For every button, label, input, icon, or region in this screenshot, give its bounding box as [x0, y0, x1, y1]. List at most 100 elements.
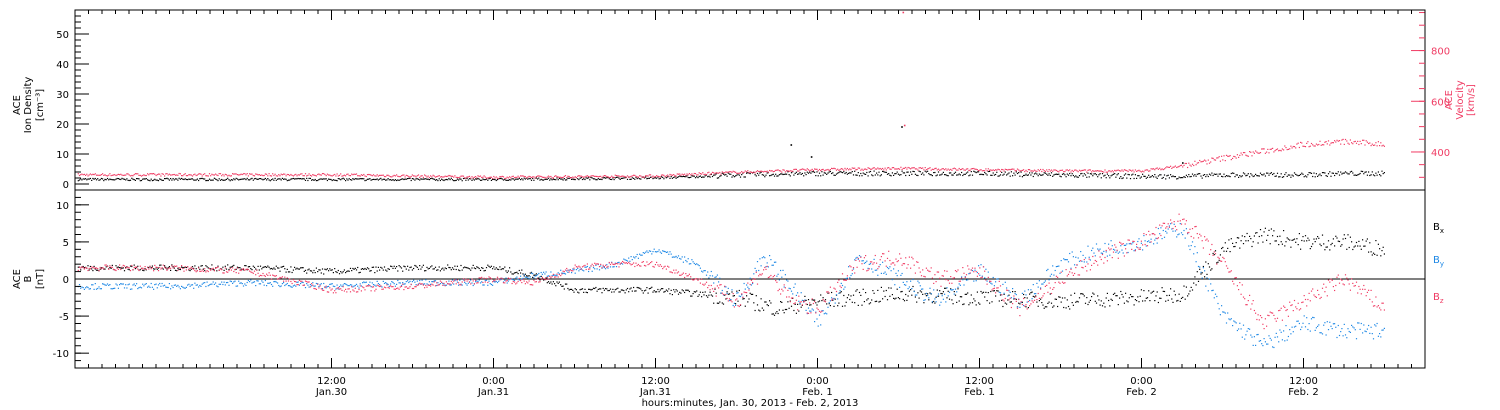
bz-point: [270, 278, 273, 280]
density-point: [549, 179, 551, 181]
bx-point: [1233, 246, 1235, 248]
by-point: [793, 286, 795, 288]
bz-point: [704, 283, 706, 285]
by-point: [652, 251, 654, 253]
by-point: [817, 325, 819, 327]
by-point: [320, 283, 322, 285]
density-point: [880, 174, 882, 176]
density-point: [176, 178, 178, 180]
by-point: [262, 281, 264, 283]
bz-point: [526, 281, 528, 283]
by-point: [630, 256, 632, 258]
bx-point: [1030, 292, 1032, 294]
by-point: [496, 281, 499, 284]
velocity-point: [1024, 171, 1026, 173]
density-point: [227, 177, 229, 179]
by-point: [414, 281, 416, 283]
velocity-point: [725, 171, 727, 173]
bx-point: [332, 272, 334, 274]
by-point: [532, 273, 534, 275]
density-point: [495, 179, 497, 182]
velocity-point: [286, 173, 288, 176]
bx-point: [321, 268, 324, 270]
bx-point: [255, 268, 257, 270]
velocity-point: [123, 174, 126, 176]
by-point: [451, 279, 454, 281]
bz-point: [241, 268, 243, 270]
by-point: [1310, 318, 1313, 320]
velocity-point: [1112, 171, 1115, 173]
density-point: [268, 179, 270, 181]
bx-point: [266, 266, 268, 268]
density-point: [1353, 174, 1355, 176]
bx-point: [171, 264, 173, 266]
velocity-point: [245, 174, 247, 176]
velocity-point: [1036, 170, 1038, 172]
velocity-point: [1195, 164, 1197, 166]
bx-point: [1246, 232, 1248, 235]
by-point: [313, 285, 315, 287]
velocity-point: [646, 175, 648, 177]
by-point: [162, 285, 164, 287]
density-point: [1264, 175, 1266, 177]
velocity-point: [843, 169, 845, 171]
by-point: [680, 258, 682, 260]
by-point: [1255, 344, 1257, 346]
velocity-point: [756, 170, 759, 172]
by-point: [1095, 243, 1098, 245]
density-point: [362, 178, 364, 180]
by-point: [217, 286, 219, 288]
by-point: [1213, 297, 1215, 299]
by-point: [170, 288, 172, 290]
bz-point: [484, 281, 486, 283]
density-point: [1236, 174, 1238, 176]
velocity-point: [207, 175, 209, 177]
velocity-point: [445, 175, 447, 178]
density-point: [1325, 175, 1327, 177]
bx-point: [1050, 302, 1053, 304]
by-point: [386, 283, 388, 285]
by-point: [1292, 331, 1294, 333]
by-point: [609, 266, 612, 268]
bx-point: [182, 266, 184, 269]
bx-point: [946, 297, 948, 299]
bx-point: [642, 292, 644, 294]
density-point: [160, 178, 162, 181]
velocity-point: [1224, 160, 1226, 162]
density-point: [863, 173, 865, 175]
velocity-point: [1327, 140, 1330, 142]
velocity-point: [1278, 150, 1280, 152]
by-point: [867, 267, 869, 269]
peak-point: [1182, 162, 1184, 164]
by-point: [530, 272, 533, 274]
density-point: [385, 179, 387, 181]
velocity-point: [549, 176, 551, 178]
density-point: [295, 178, 297, 180]
velocity-point: [658, 176, 660, 178]
velocity-point: [85, 174, 87, 176]
by-point: [207, 285, 209, 287]
bz-point: [432, 284, 434, 286]
velocity-point: [1155, 167, 1157, 170]
bz-point: [635, 262, 637, 264]
bx-point: [653, 290, 655, 292]
bx-point: [1278, 244, 1280, 246]
bx-point: [602, 287, 604, 289]
bx-point: [151, 265, 153, 267]
by-point: [1332, 323, 1334, 325]
bx-point: [1200, 273, 1202, 275]
by-point: [598, 269, 601, 271]
bz-point: [364, 289, 366, 291]
bx-point: [301, 267, 303, 269]
density-point: [1117, 173, 1119, 175]
bz-point: [563, 271, 565, 273]
density-point: [724, 174, 726, 176]
velocity-point: [617, 175, 619, 177]
bz-point: [479, 277, 482, 279]
bx-point: [1366, 238, 1368, 240]
density-point: [1129, 178, 1132, 180]
bz-point: [371, 286, 373, 288]
bz-point: [665, 268, 667, 270]
density-point: [1210, 174, 1212, 176]
bx-point: [131, 265, 133, 268]
